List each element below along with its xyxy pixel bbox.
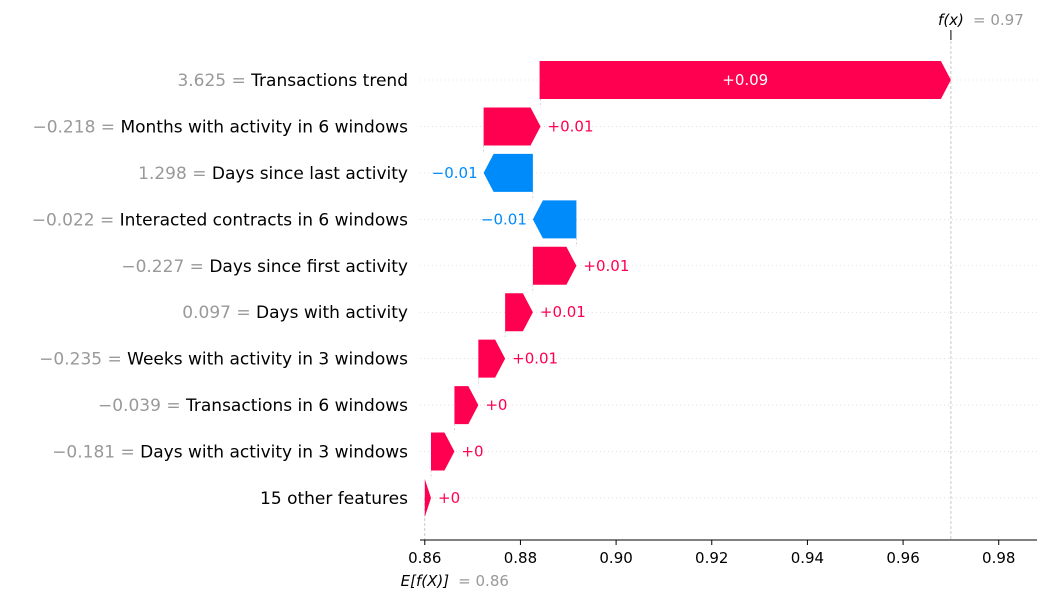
x-axis: 0.86 0.88 0.90 0.92 0.94 0.96 0.98: [408, 539, 1037, 567]
feature-label: 15 other features: [260, 489, 408, 509]
feature-label: −0.181 = Days with activity in 3 windows: [52, 443, 408, 463]
feature-name: Transactions in 6 windows: [185, 396, 408, 416]
feature-label: −0.039 = Transactions in 6 windows: [98, 396, 408, 416]
contribution-bar: [424, 478, 432, 517]
feature-label: −0.235 = Weeks with activity in 3 window…: [39, 350, 408, 370]
feature-label: 3.625 = Transactions trend: [177, 71, 408, 91]
contribution-label: +0: [438, 489, 460, 507]
contribution-bars: +0.09 +0.01 −0.01 −0.01 +0.01 +0.01 +0.01 +0 +0 +…: [424, 61, 951, 517]
contribution-label: +0: [485, 396, 507, 414]
contribution-bar: [454, 386, 479, 425]
feature-label: 1.298 = Days since last activity: [138, 164, 408, 184]
feature-value: −0.227 =: [121, 257, 209, 277]
feature-value: −0.022 =: [32, 210, 120, 230]
feature-label: −0.218 = Months with activity in 6 windo…: [32, 117, 408, 137]
feature-name: Days with activity: [256, 303, 408, 323]
feature-name: 15 other features: [260, 489, 408, 509]
base-label: E[f(X)]: [401, 572, 450, 590]
contribution-bar: [431, 432, 455, 471]
x-tick-label: 0.94: [791, 549, 824, 567]
x-tick-label: 0.98: [982, 549, 1015, 567]
contribution-label: +0: [461, 443, 483, 461]
x-tick-label: 0.92: [695, 549, 728, 567]
feature-name: Interacted contracts in 6 windows: [120, 210, 408, 230]
contribution-label: +0.01: [548, 117, 594, 135]
contribution-label: +0.09: [722, 71, 768, 89]
feature-labels: 3.625 = Transactions trend −0.218 = Month…: [32, 71, 408, 509]
feature-label: 0.097 = Days with activity: [182, 303, 408, 323]
contribution-label: +0.01: [512, 350, 558, 368]
feature-label: −0.227 = Days since first activity: [121, 257, 408, 277]
feature-value: −0.218 =: [32, 117, 120, 137]
feature-value: −0.235 =: [39, 350, 127, 370]
feature-name: Months with activity in 6 windows: [120, 117, 408, 137]
contribution-label: −0.01: [432, 164, 478, 182]
contribution-bar: [532, 246, 577, 285]
guide-lines: [424, 30, 952, 540]
x-tick-label: 0.96: [886, 549, 919, 567]
contribution-label: +0.01: [540, 303, 586, 321]
contribution-bar: [505, 293, 533, 332]
base-value-label: E[f(X)] = 0.86: [401, 571, 509, 590]
feature-value: 3.625 =: [177, 71, 251, 91]
x-tick-label: 0.86: [408, 549, 441, 567]
contribution-label: −0.01: [481, 210, 527, 228]
feature-name: Days since last activity: [212, 164, 408, 184]
feature-name: Days since first activity: [209, 257, 408, 277]
output-value: = 0.97: [973, 11, 1024, 29]
contribution-bar: [483, 153, 533, 192]
feature-value: −0.181 =: [52, 443, 140, 463]
feature-name: Weeks with activity in 3 windows: [127, 350, 408, 370]
contribution-label: +0.01: [583, 257, 629, 275]
contribution-bar: [539, 61, 951, 99]
output-value-label: f(x) = 0.97: [938, 10, 1024, 29]
feature-label: −0.022 = Interacted contracts in 6 windo…: [32, 210, 408, 230]
value-annotations: f(x) = 0.97 E[f(X)] = 0.86: [401, 10, 1024, 590]
contribution-bar: [483, 107, 541, 146]
feature-value: 0.097 =: [182, 303, 256, 323]
feature-value: 1.298 =: [138, 164, 212, 184]
x-tick-label: 0.90: [599, 549, 632, 567]
feature-name: Days with activity in 3 windows: [140, 443, 408, 463]
feature-name: Transactions trend: [250, 71, 408, 91]
contribution-bar: [478, 339, 506, 378]
base-value: = 0.86: [458, 572, 509, 590]
feature-value: −0.039 =: [98, 396, 186, 416]
output-label: f(x): [938, 11, 964, 29]
x-tick-label: 0.88: [504, 549, 537, 567]
contribution-bar: [532, 200, 577, 239]
